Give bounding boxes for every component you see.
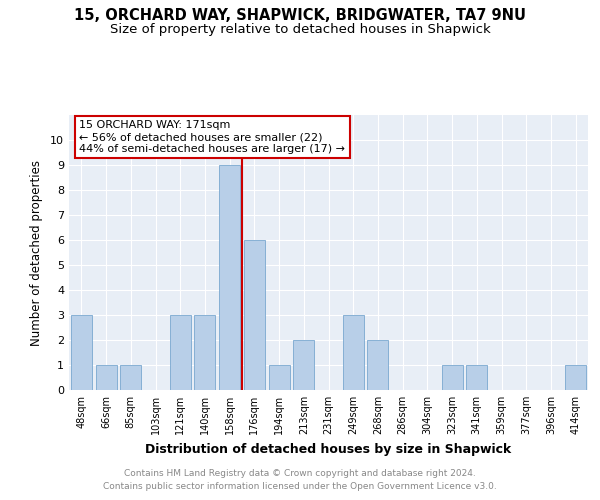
Bar bbox=[120, 365, 141, 390]
X-axis label: Distribution of detached houses by size in Shapwick: Distribution of detached houses by size … bbox=[145, 442, 512, 456]
Bar bbox=[194, 315, 215, 390]
Bar bbox=[293, 340, 314, 390]
Text: 15, ORCHARD WAY, SHAPWICK, BRIDGWATER, TA7 9NU: 15, ORCHARD WAY, SHAPWICK, BRIDGWATER, T… bbox=[74, 8, 526, 22]
Bar bbox=[244, 240, 265, 390]
Text: 15 ORCHARD WAY: 171sqm
← 56% of detached houses are smaller (22)
44% of semi-det: 15 ORCHARD WAY: 171sqm ← 56% of detached… bbox=[79, 120, 346, 154]
Bar bbox=[269, 365, 290, 390]
Bar bbox=[565, 365, 586, 390]
Text: Contains HM Land Registry data © Crown copyright and database right 2024.: Contains HM Land Registry data © Crown c… bbox=[124, 468, 476, 477]
Bar bbox=[466, 365, 487, 390]
Bar bbox=[95, 365, 116, 390]
Bar bbox=[442, 365, 463, 390]
Bar bbox=[343, 315, 364, 390]
Text: Size of property relative to detached houses in Shapwick: Size of property relative to detached ho… bbox=[110, 22, 490, 36]
Bar bbox=[219, 165, 240, 390]
Bar bbox=[170, 315, 191, 390]
Bar bbox=[367, 340, 388, 390]
Text: Contains public sector information licensed under the Open Government Licence v3: Contains public sector information licen… bbox=[103, 482, 497, 491]
Bar bbox=[71, 315, 92, 390]
Y-axis label: Number of detached properties: Number of detached properties bbox=[30, 160, 43, 346]
